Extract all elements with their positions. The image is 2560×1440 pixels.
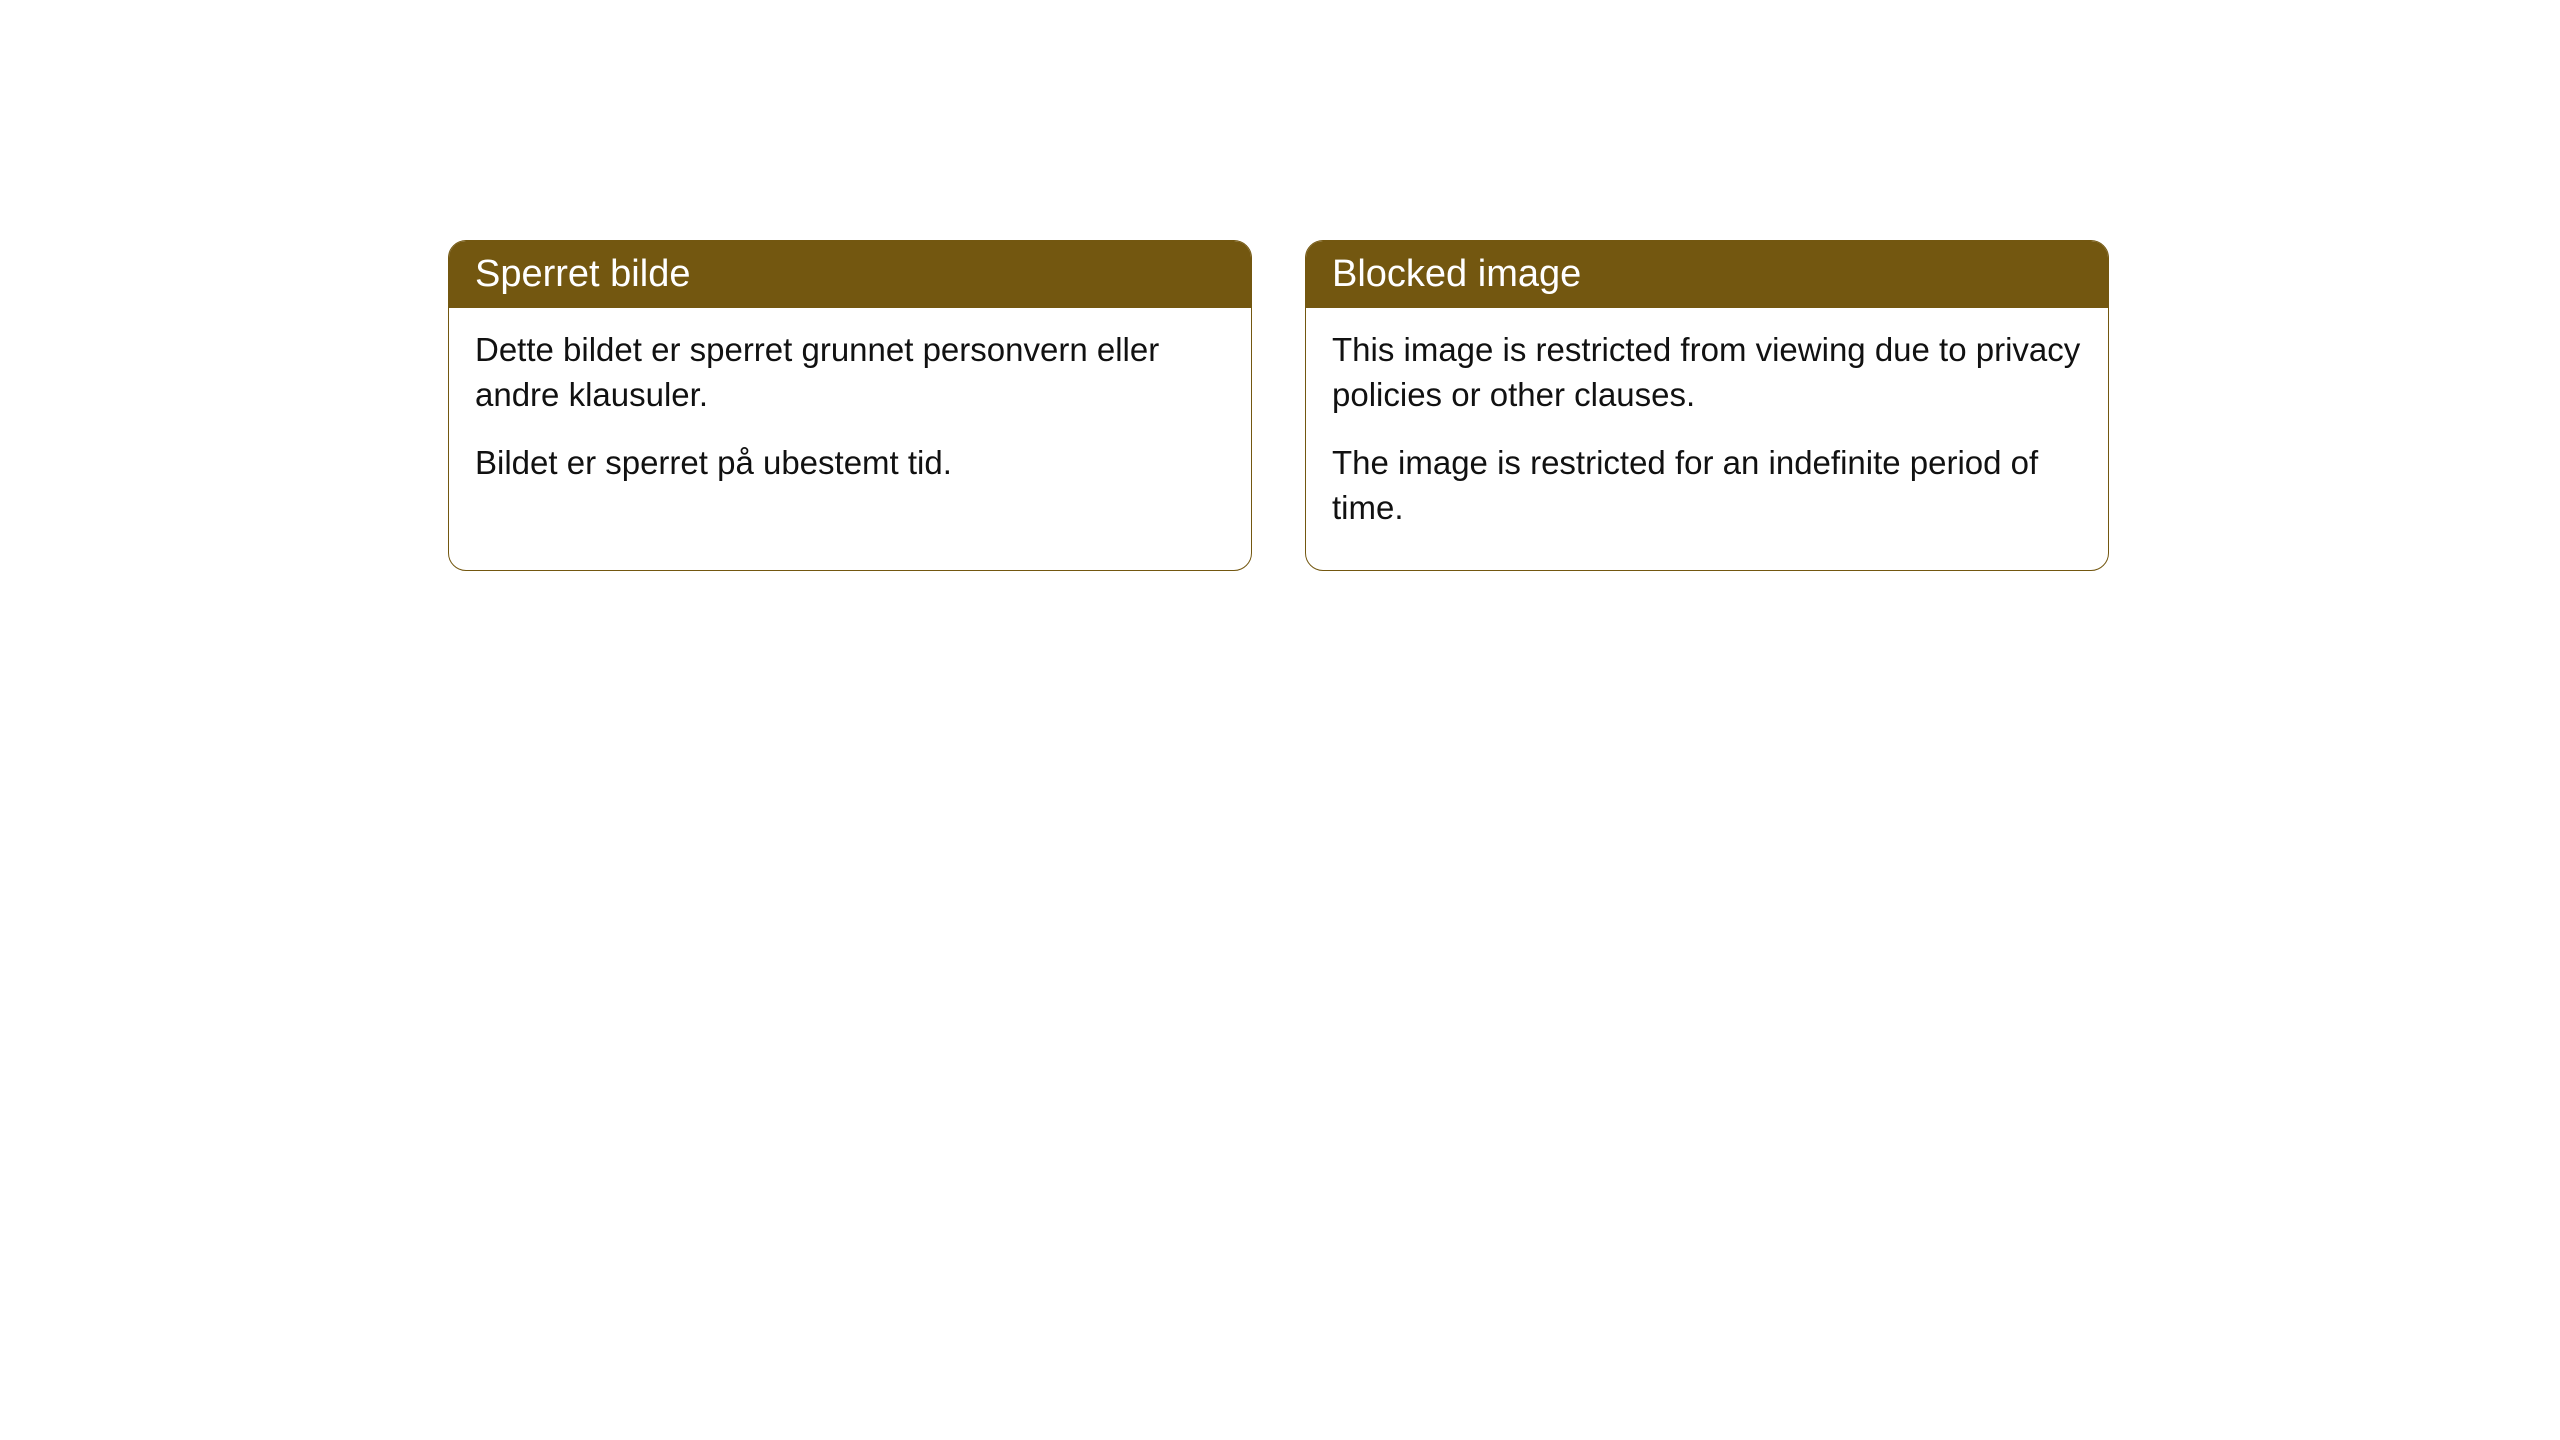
card-title: Blocked image: [1332, 253, 1581, 295]
notice-card-norwegian: Sperret bilde Dette bildet er sperret gr…: [448, 240, 1252, 571]
notice-text-1: This image is restricted from viewing du…: [1332, 328, 2082, 417]
card-body: This image is restricted from viewing du…: [1306, 308, 2108, 570]
card-title: Sperret bilde: [475, 253, 690, 295]
notice-text-1: Dette bildet er sperret grunnet personve…: [475, 328, 1225, 417]
card-body: Dette bildet er sperret grunnet personve…: [449, 308, 1251, 526]
card-header: Sperret bilde: [449, 241, 1251, 308]
notice-text-2: The image is restricted for an indefinit…: [1332, 441, 2082, 530]
card-header: Blocked image: [1306, 241, 2108, 308]
notice-card-english: Blocked image This image is restricted f…: [1305, 240, 2109, 571]
notice-container: Sperret bilde Dette bildet er sperret gr…: [448, 240, 2109, 571]
notice-text-2: Bildet er sperret på ubestemt tid.: [475, 441, 1225, 486]
